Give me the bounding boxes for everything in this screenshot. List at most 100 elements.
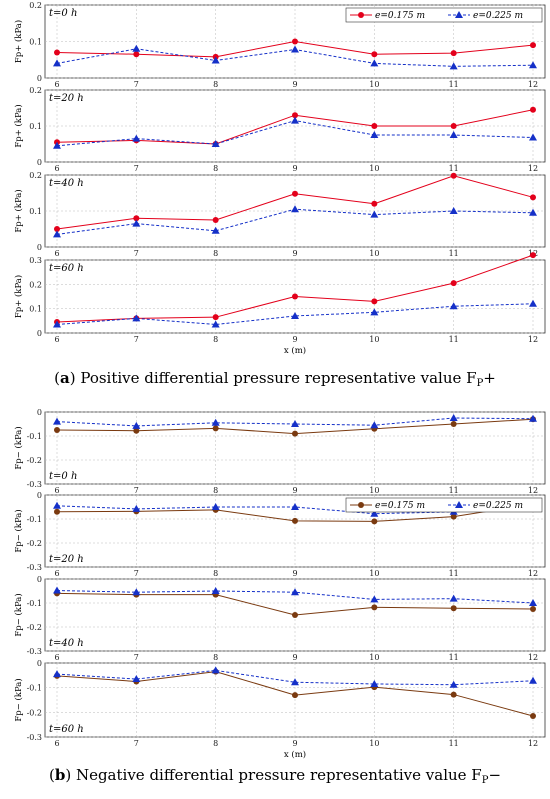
data-point: [450, 280, 457, 287]
x-tick-label: 12: [528, 653, 538, 662]
data-point: [211, 418, 220, 426]
data-point: [292, 517, 298, 524]
data-point: [292, 692, 298, 699]
legend-label: e=0.175 m: [375, 11, 425, 21]
x-tick-label: 12: [528, 486, 538, 495]
data-point: [371, 604, 378, 611]
data-point: [53, 670, 61, 678]
x-tick-label: 11: [449, 739, 459, 748]
data-point: [292, 612, 298, 618]
chart-panel-5: 0 -0.1 -0.2 -0.3 6 7 8 9 10 11 12 t=20 h Fp− (kPa) e=…: [13, 491, 546, 578]
y-tick-label: 0: [37, 158, 42, 167]
data-point: [530, 42, 536, 49]
caption-b-letter: b: [55, 766, 66, 784]
data-point: [530, 713, 536, 720]
x-tick-label: 11: [449, 164, 459, 173]
panel-label: t=60 h: [49, 263, 84, 274]
x-tick-label: 10: [369, 486, 379, 495]
data-point: [450, 513, 457, 520]
x-axis-label: x (m): [284, 345, 306, 356]
data-point: [291, 205, 299, 213]
data-point: [54, 427, 60, 433]
caption-b-text: Negative differential pressure represent…: [76, 766, 482, 784]
x-tick-label: 6: [54, 335, 59, 344]
data-point: [133, 215, 140, 222]
legend-marker: [358, 502, 364, 508]
x-tick-label: 12: [528, 569, 538, 578]
data-point: [292, 112, 298, 119]
data-point: [291, 678, 299, 686]
panel-label: t=20 h: [49, 554, 84, 565]
data-point: [529, 676, 537, 684]
x-tick-label: 6: [54, 486, 59, 495]
data-point: [371, 200, 378, 207]
caption-a: (a) Positive differential pressure repre…: [54, 369, 496, 389]
x-tick-label: 7: [134, 569, 139, 578]
y-tick-label: 0: [37, 329, 42, 338]
y-axis-label: Fp+ (kPa): [13, 275, 24, 318]
x-tick-label: 6: [54, 569, 59, 578]
data-point: [370, 679, 379, 687]
data-point: [449, 414, 458, 421]
y-tick-label: -0.2: [27, 456, 42, 465]
panel-label: t=60 h: [49, 724, 84, 735]
y-tick-label: 0: [37, 408, 42, 417]
y-tick-label: 0.3: [29, 256, 42, 265]
caption-b-sub: P: [482, 775, 489, 786]
data-point: [529, 299, 537, 307]
x-tick-label: 10: [369, 249, 379, 258]
data-point: [132, 588, 141, 596]
data-point: [132, 421, 141, 429]
data-point: [132, 314, 141, 322]
x-tick-label: 7: [134, 80, 139, 89]
data-point: [132, 504, 141, 512]
y-tick-label: -0.3: [27, 733, 42, 742]
data-point: [133, 51, 140, 58]
data-point: [370, 509, 379, 517]
legend: e=0.175 m e=0.225 m: [345, 497, 543, 513]
chart-panel-7: 0 -0.1 -0.2 -0.3 6 7 8 9 10 11 12 t=60 h Fp− (kPa) x …: [13, 659, 546, 760]
legend-label: e=0.225 m: [473, 501, 523, 511]
x-tick-label: 6: [54, 164, 59, 173]
x-tick-label: 7: [134, 249, 139, 258]
x-tick-label: 9: [292, 739, 297, 748]
data-point: [291, 116, 299, 124]
data-point: [292, 190, 298, 197]
x-tick-label: 10: [369, 335, 379, 344]
data-point: [53, 417, 61, 425]
y-axis-label: Fp+ (kPa): [13, 189, 24, 232]
x-tick-label: 10: [369, 739, 379, 748]
x-tick-label: 9: [292, 653, 297, 662]
data-point: [371, 123, 378, 129]
x-tick-label: 8: [213, 249, 218, 258]
data-point: [450, 123, 457, 129]
data-point: [450, 421, 457, 427]
data-point: [212, 314, 219, 321]
data-point: [292, 38, 298, 45]
data-point: [529, 599, 537, 606]
data-point: [211, 226, 220, 234]
data-point: [529, 133, 537, 141]
x-tick-label: 8: [213, 335, 218, 344]
y-tick-label: 0.1: [29, 305, 42, 314]
y-tick-label: 0.1: [29, 207, 42, 216]
data-point: [370, 210, 379, 218]
y-tick-label: -0.2: [27, 539, 42, 548]
data-point: [450, 605, 457, 612]
data-point: [211, 503, 220, 510]
caption-b-sign: −: [488, 766, 501, 784]
caption-a-sign: +: [483, 369, 496, 387]
data-point: [450, 50, 457, 57]
panel-label: t=0 h: [49, 8, 77, 19]
data-point: [449, 302, 458, 310]
caption-a-letter: a: [60, 369, 70, 387]
data-point: [450, 172, 457, 179]
x-tick-label: 11: [449, 569, 459, 578]
panel-label: t=20 h: [49, 93, 84, 104]
y-tick-label: -0.2: [27, 708, 42, 717]
x-tick-label: 8: [213, 569, 218, 578]
data-point: [529, 414, 537, 422]
x-tick-label: 7: [134, 486, 139, 495]
x-tick-label: 9: [292, 249, 297, 258]
